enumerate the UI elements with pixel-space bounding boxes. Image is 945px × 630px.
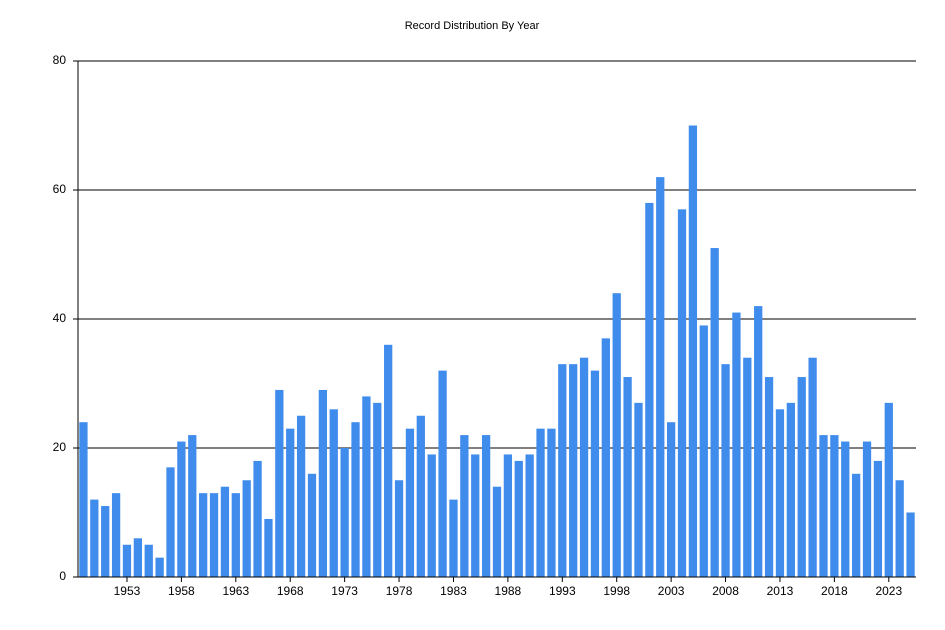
x-tick-label: 2013 (767, 584, 794, 598)
bar (666, 422, 676, 577)
bar (394, 480, 404, 577)
bar (209, 493, 219, 577)
bar (362, 396, 371, 577)
bar (884, 402, 893, 577)
bar (275, 389, 284, 577)
bar (852, 473, 861, 577)
bar (743, 357, 752, 577)
bar (797, 377, 806, 577)
bar (155, 557, 164, 577)
x-tick-label: 1983 (440, 584, 467, 598)
x-tick-label: 1978 (386, 584, 413, 598)
bar (634, 402, 643, 577)
bar (405, 428, 415, 577)
x-tick-label: 1968 (277, 584, 304, 598)
y-tick-label: 20 (53, 440, 67, 454)
bar (340, 448, 349, 577)
bar (264, 518, 273, 577)
bar (101, 506, 110, 577)
bar (111, 493, 121, 577)
bar (318, 389, 328, 577)
y-tick-label: 60 (53, 182, 67, 196)
bar (721, 364, 730, 577)
bar (307, 473, 317, 577)
x-tick-label: 1993 (549, 584, 576, 598)
x-tick-label: 2023 (875, 584, 902, 598)
bar (841, 441, 850, 577)
bar (351, 422, 360, 577)
bar (710, 248, 719, 578)
x-tick-label: 2008 (712, 584, 739, 598)
y-tick-label: 40 (53, 311, 67, 325)
bar (460, 435, 469, 577)
bar (503, 454, 513, 577)
bar (492, 486, 502, 577)
bar (754, 306, 763, 577)
bar (253, 460, 262, 577)
bar (220, 486, 230, 577)
bar (525, 454, 534, 577)
bar (558, 364, 567, 577)
x-tick-label: 1988 (495, 584, 522, 598)
bar (416, 415, 425, 577)
bar (895, 480, 904, 577)
bar (645, 202, 654, 577)
x-tick-label: 1998 (603, 584, 630, 598)
x-tick-label: 1958 (168, 584, 195, 598)
bar (144, 544, 153, 577)
bar (601, 338, 610, 577)
bar (623, 377, 632, 577)
y-tick-label: 0 (59, 569, 66, 583)
bar (862, 441, 872, 577)
bar (177, 441, 186, 577)
bar (90, 499, 99, 577)
bar (656, 177, 665, 577)
bar (536, 428, 545, 577)
bar (590, 370, 600, 577)
bar (199, 493, 208, 577)
bar (438, 370, 447, 577)
bar (188, 435, 197, 577)
bar (471, 454, 480, 577)
bar (775, 409, 785, 577)
x-tick-label: 2018 (821, 584, 848, 598)
bar (329, 409, 338, 577)
chart-title: Record Distribution By Year (405, 20, 540, 32)
x-tick-label: 1963 (222, 584, 249, 598)
bar (808, 357, 817, 577)
bar (873, 460, 883, 577)
bar (481, 435, 491, 577)
bar (79, 422, 88, 577)
bar (732, 312, 741, 577)
bar (699, 325, 708, 577)
bar (122, 544, 132, 577)
bar (830, 435, 839, 577)
bar (786, 402, 795, 577)
bar (231, 493, 240, 577)
bar (547, 428, 556, 577)
bar (514, 460, 523, 577)
bar (286, 428, 295, 577)
bar (819, 435, 828, 577)
bar (373, 402, 382, 577)
y-tick-label: 80 (53, 53, 67, 67)
bar (166, 467, 175, 577)
x-tick-label: 2003 (658, 584, 685, 598)
x-tick-label: 1953 (114, 584, 141, 598)
bar (906, 512, 915, 577)
x-tick-label: 1973 (331, 584, 358, 598)
bar (449, 499, 458, 577)
bar (569, 364, 578, 577)
bar (296, 415, 306, 577)
bar (612, 293, 621, 577)
bar (688, 125, 698, 577)
bar (427, 454, 436, 577)
bar (242, 480, 251, 577)
bar (677, 209, 687, 577)
bar (384, 344, 393, 577)
bar (579, 357, 589, 577)
bar (764, 377, 774, 577)
bar (133, 538, 142, 577)
